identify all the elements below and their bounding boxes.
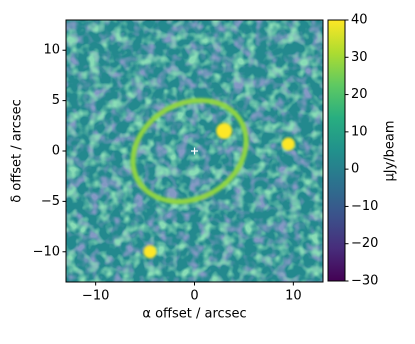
image-features: [130, 97, 295, 259]
ring: [130, 97, 249, 205]
y-tick-label: −5: [41, 194, 60, 209]
y-tick-label: 5: [52, 93, 60, 108]
x-tick-label: 10: [285, 289, 302, 304]
colorbar-tick-label: −10: [351, 199, 378, 214]
x-axis-label: α offset / arcsec: [142, 307, 246, 322]
source: [281, 137, 295, 151]
colorbar: [327, 19, 346, 282]
colorbar-label: μJy/beam: [383, 120, 398, 181]
source: [216, 122, 233, 139]
colorbar-tick-label: 20: [351, 87, 368, 102]
y-tick-label: 10: [43, 43, 60, 58]
y-axis-label: δ offset / arcsec: [10, 99, 25, 203]
center-marker: [191, 147, 198, 155]
y-tick-label: −10: [33, 244, 60, 259]
colorbar-tick-label: −30: [351, 274, 378, 289]
colorbar-tick-label: 10: [351, 124, 368, 139]
colorbar-tick-label: 40: [351, 13, 368, 28]
colorbar-tick-label: 0: [351, 162, 359, 177]
y-tick-label: 0: [52, 144, 60, 159]
colorbar-tick-label: −20: [351, 236, 378, 251]
colorbar-tick-label: 30: [351, 50, 368, 65]
source: [143, 245, 157, 259]
x-tick-label: −10: [82, 289, 109, 304]
x-tick-label: 0: [190, 289, 198, 304]
